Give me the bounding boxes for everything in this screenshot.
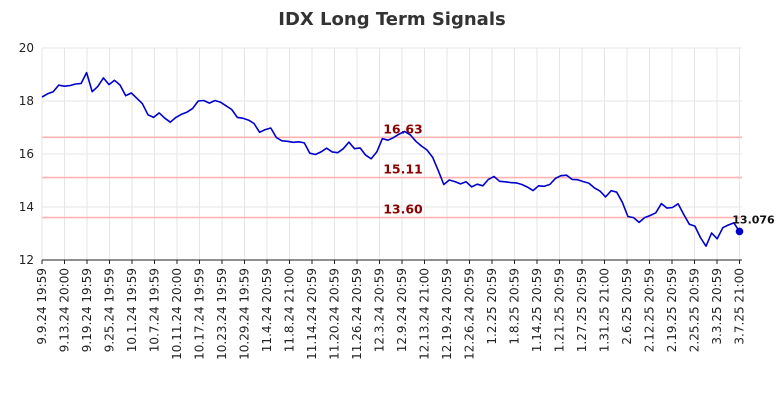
x-tick-label: 10.17.24 19:59 bbox=[193, 268, 207, 360]
x-tick-label: 1.14.25 20:59 bbox=[530, 268, 544, 352]
x-tick-label: 9.19.24 19:59 bbox=[80, 268, 94, 352]
x-tick-label: 1.2.25 20:59 bbox=[485, 268, 499, 345]
x-tick-label: 12.3.24 20:59 bbox=[373, 268, 387, 352]
x-tick-label: 1.27.25 20:59 bbox=[575, 268, 589, 352]
x-tick-label: 11.20.24 20:59 bbox=[328, 268, 342, 360]
grid bbox=[41, 47, 742, 261]
y-tick-label: 16 bbox=[19, 147, 34, 161]
series-line bbox=[41, 71, 741, 247]
last-value-marker bbox=[735, 227, 744, 236]
x-tick-label: 3.3.25 20:59 bbox=[710, 268, 724, 345]
x-tick-label: 1.31.25 21:00 bbox=[598, 268, 612, 352]
reference-lines: 16.63 15.11 13.60 bbox=[42, 121, 742, 219]
y-tick-label: 14 bbox=[19, 200, 34, 214]
reference-line-label: 13.60 bbox=[383, 202, 423, 217]
x-tick-label: 12.13.24 21:00 bbox=[418, 268, 432, 360]
x-tick-label: 9.25.24 19:59 bbox=[103, 268, 117, 352]
y-tick-label: 20 bbox=[19, 41, 34, 55]
x-tick-label: 11.8.24 21:00 bbox=[283, 268, 297, 352]
axes: 12 14 16 18 20 9.9.24 19:59 9.13.24 20:00 9.19.… bbox=[19, 41, 747, 360]
x-tick-label: 12.26.24 20:59 bbox=[463, 268, 477, 360]
x-tick-label: 2.25.25 20:59 bbox=[688, 268, 702, 352]
x-tick-label: 11.4.24 20:59 bbox=[260, 268, 274, 352]
last-value-label: 13.076 bbox=[732, 213, 775, 226]
x-tick-label: 2.19.25 20:59 bbox=[665, 268, 679, 352]
x-tick-label: 9.9.24 19:59 bbox=[35, 268, 49, 345]
chart-title: IDX Long Term Signals bbox=[278, 9, 505, 30]
x-tick-label: 1.21.25 20:59 bbox=[553, 268, 567, 352]
x-tick-label: 10.7.24 19:59 bbox=[148, 268, 162, 352]
x-tick-label: 2.12.25 20:59 bbox=[643, 268, 657, 352]
x-tick-label: 10.23.24 19:59 bbox=[215, 268, 229, 360]
y-tick-label: 18 bbox=[19, 94, 34, 108]
series-layer: 13.076 bbox=[41, 71, 775, 247]
x-tick-label: 12.9.24 20:59 bbox=[395, 268, 409, 352]
x-tick-label: 12.19.24 20:59 bbox=[440, 268, 454, 360]
x-tick-label: 10.29.24 19:59 bbox=[238, 268, 252, 360]
x-tick-label: 11.14.24 20:59 bbox=[305, 268, 319, 360]
x-tick-label: 1.8.25 20:59 bbox=[508, 268, 522, 345]
y-tick-label: 12 bbox=[19, 253, 34, 267]
x-tick-label: 9.13.24 20:00 bbox=[58, 268, 72, 352]
reference-line-label: 16.63 bbox=[383, 121, 423, 136]
x-tick-label: 11.26.24 20:59 bbox=[350, 268, 364, 360]
x-tick-label: 3.7.25 21:00 bbox=[733, 268, 747, 345]
x-tick-label: 10.11.24 20:00 bbox=[170, 268, 184, 360]
x-tick-label: 10.1.24 19:59 bbox=[125, 268, 139, 352]
reference-line-label: 15.11 bbox=[383, 162, 423, 177]
x-tick-label: 2.6.25 20:59 bbox=[620, 268, 634, 345]
